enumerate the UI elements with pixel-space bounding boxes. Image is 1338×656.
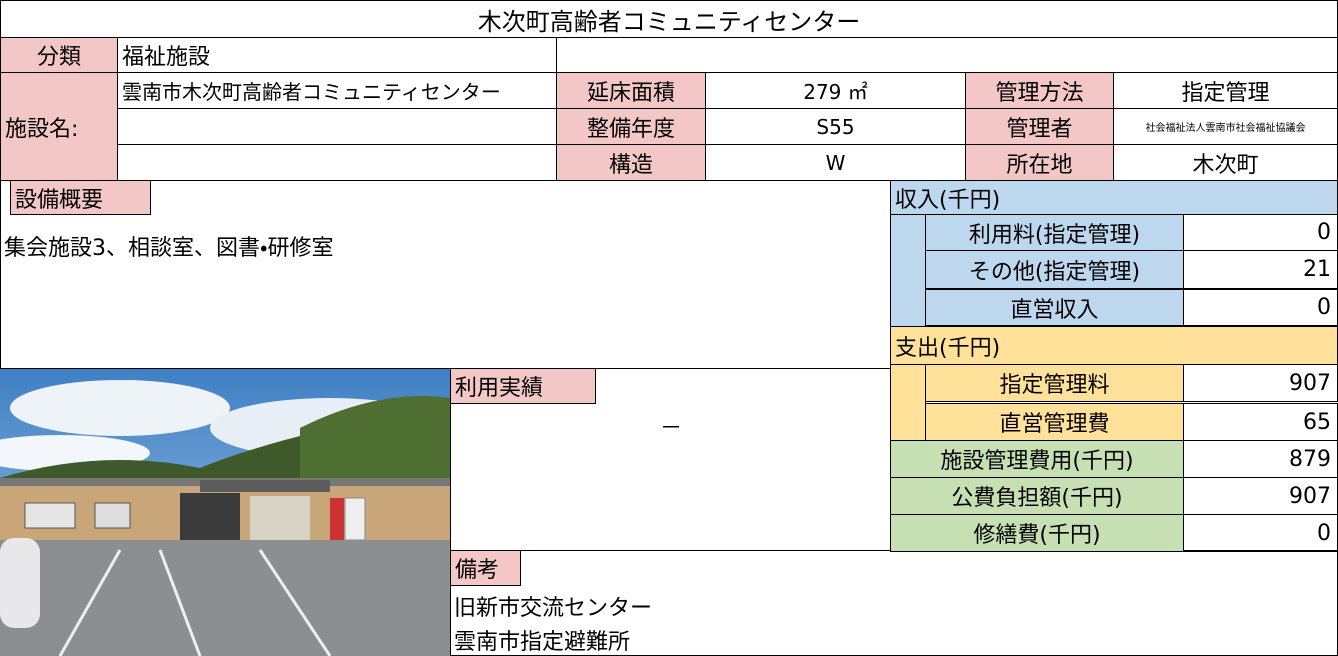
income-value: 0	[1183, 214, 1338, 251]
empty-cell	[117, 144, 557, 181]
value-cell: 福祉施設	[117, 37, 557, 73]
summary-value: 907	[1183, 477, 1338, 515]
usage-value: －	[660, 416, 683, 441]
label-cell: 構造	[556, 144, 706, 181]
value-cell: W	[705, 144, 966, 181]
income-value: 21	[1183, 250, 1338, 289]
summary-value: 879	[1183, 440, 1338, 478]
label-cell: 利用実績	[450, 368, 596, 404]
summary-label: 修繕費(千円)	[890, 514, 1184, 552]
value-cell: 木次町	[1113, 144, 1338, 181]
label-cell: 管理者	[965, 108, 1114, 145]
label-cell: 所在地	[965, 144, 1114, 181]
title: 木次町高齢者コミュニティセンター	[0, 0, 1338, 38]
expense-label: 直営管理費	[925, 403, 1184, 441]
value-cell: 指定管理	[1113, 72, 1338, 109]
label-cell: 設備概要	[10, 180, 151, 215]
note-line: 雲南市指定避難所	[454, 630, 631, 655]
label-cell: 分類	[0, 37, 118, 73]
expense-indent	[890, 364, 926, 441]
note-line: 旧新市交流センター	[454, 596, 653, 621]
expense-value: 65	[1183, 403, 1338, 441]
income-label: その他(指定管理)	[925, 250, 1184, 289]
label-cell: 施設名:	[0, 72, 118, 181]
value-cell: S55	[705, 108, 966, 145]
expense-label: 指定管理料	[925, 364, 1184, 402]
income-value: 0	[1183, 289, 1338, 326]
value-cell: 社会福祉法人雲南市社会福祉協議会	[1113, 108, 1338, 145]
expense-header: 支出(千円)	[890, 326, 1338, 365]
income-indent	[890, 214, 926, 327]
value-cell: 雲南市木次町高齢者コミュニティセンター	[117, 72, 557, 109]
label-cell: 延床面積	[556, 72, 706, 109]
income-header: 収入(千円)	[890, 180, 1338, 215]
value-cell: 279 ㎡	[705, 72, 966, 109]
income-label: 利用料(指定管理)	[925, 214, 1184, 251]
empty-cell	[556, 37, 1338, 73]
summary-label: 施設管理費用(千円)	[890, 440, 1184, 478]
income-label: 直営収入	[925, 289, 1184, 326]
label-cell: 管理方法	[965, 72, 1114, 109]
label-cell: 整備年度	[556, 108, 706, 145]
summary-value: 0	[1183, 514, 1338, 552]
facility-photo	[0, 368, 450, 656]
expense-value: 907	[1183, 364, 1338, 402]
facilities-text: 集会施設3、相談室、図書・研修室	[4, 236, 334, 261]
label-cell: 備考	[450, 550, 521, 586]
empty-cell	[117, 108, 557, 145]
summary-label: 公費負担額(千円)	[890, 477, 1184, 515]
